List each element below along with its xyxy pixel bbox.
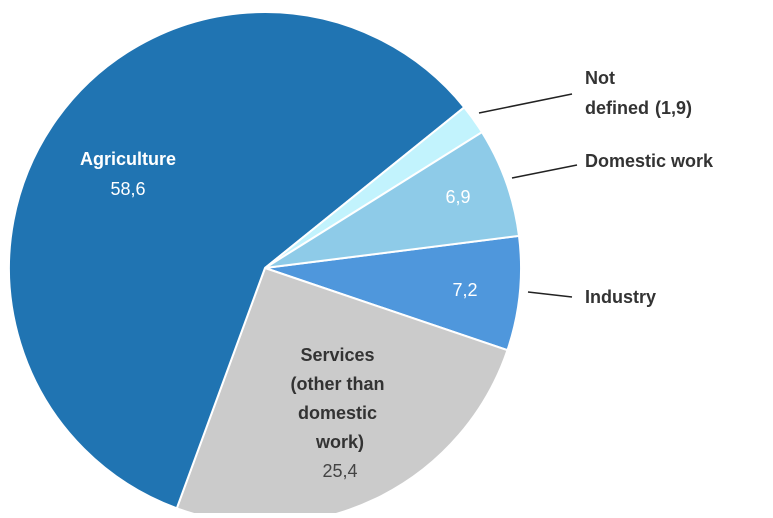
- label-line: Industry: [585, 287, 656, 307]
- category-label: Services (other than domestic work): [291, 345, 390, 452]
- value-label: (1,9): [655, 98, 692, 118]
- pie-slice: [264, 234, 522, 352]
- leader-line: [527, 291, 573, 298]
- value-label: 6,9: [445, 187, 470, 207]
- leader-line: [511, 164, 578, 179]
- label-line: Not: [585, 68, 620, 88]
- label-line: defined: [585, 98, 649, 118]
- value-label: 25,4: [322, 461, 357, 481]
- pie-slice: [175, 266, 509, 518]
- pie-slice: [8, 11, 466, 510]
- pie-slice: [264, 130, 521, 269]
- label-line: (other than: [291, 374, 390, 394]
- label-line: domestic: [298, 403, 382, 423]
- leader-line: [478, 93, 573, 114]
- label-line: Services: [300, 345, 379, 365]
- category-label: Domestic work: [585, 151, 714, 171]
- category-label: Industry: [585, 287, 656, 307]
- category-label: Agriculture: [80, 149, 176, 169]
- value-label: 58,6: [110, 179, 145, 199]
- label-line: Domestic work: [585, 151, 714, 171]
- label-line: work): [315, 432, 364, 452]
- category-label: Not defined: [585, 68, 649, 118]
- label-line: Agriculture: [80, 149, 176, 169]
- value-label: 7,2: [452, 280, 477, 300]
